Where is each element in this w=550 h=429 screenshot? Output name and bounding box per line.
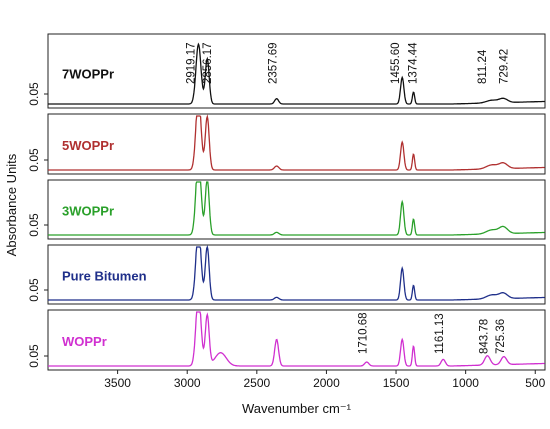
x-tick-label: 3500 [104,376,131,390]
spectrum-line-woppr [48,311,545,367]
y-tick-label-7woppr: 0.05 [27,82,41,106]
series-label-5woppr: 5WOPPr [62,138,114,153]
panel-frame-woppr [47,309,546,371]
peak-label: 1374.44 [408,42,420,84]
peak-label: 1161.13 [434,313,446,354]
y-tick-label-woppr: 0.05 [27,344,41,368]
series-label-3woppr: 3WOPPr [62,203,114,218]
peak-label: 2919.17 [185,42,197,84]
series-label-7woppr: 7WOPPr [62,66,114,81]
panel-frame-pure-bitumen [47,244,546,305]
peak-label: 1455.60 [390,42,402,84]
peak-label: 2357.69 [268,42,280,84]
peak-label: 1710.68 [358,312,370,354]
spectrum-line-7woppr [48,42,545,105]
x-tick-label: 2500 [243,376,270,390]
peak-label: 2856.17 [202,42,214,84]
peak-label: 811.24 [477,49,489,84]
x-axis-label: Wavenumber cm⁻¹ [242,401,352,416]
y-tick-label-pure-bitumen: 0.05 [27,278,41,302]
x-tick-label: 1500 [383,376,410,390]
x-tick-label: 2000 [313,376,340,390]
spectrum-line-3woppr [48,181,545,236]
spectrum-line-5woppr [48,114,545,171]
y-axis-label: Absorbance Units [4,153,19,256]
panel-frame-3woppr [47,179,546,240]
peak-label: 725.36 [495,319,507,354]
spectrum-line-pure-bitumen [48,244,545,301]
x-tick-label: 500 [525,376,545,390]
panel-frame-5woppr [47,113,546,175]
panel-frame-7woppr [47,33,546,109]
series-label-pure-bitumen: Pure Bitumen [62,268,147,283]
peak-label: 729.42 [498,49,510,84]
x-tick-label: 1000 [452,376,479,390]
y-tick-label-3woppr: 0.05 [27,213,41,237]
y-tick-label-5woppr: 0.05 [27,148,41,172]
series-label-woppr: WOPPr [62,334,107,349]
x-tick-label: 3000 [174,376,201,390]
peak-label: 843.78 [478,319,490,354]
